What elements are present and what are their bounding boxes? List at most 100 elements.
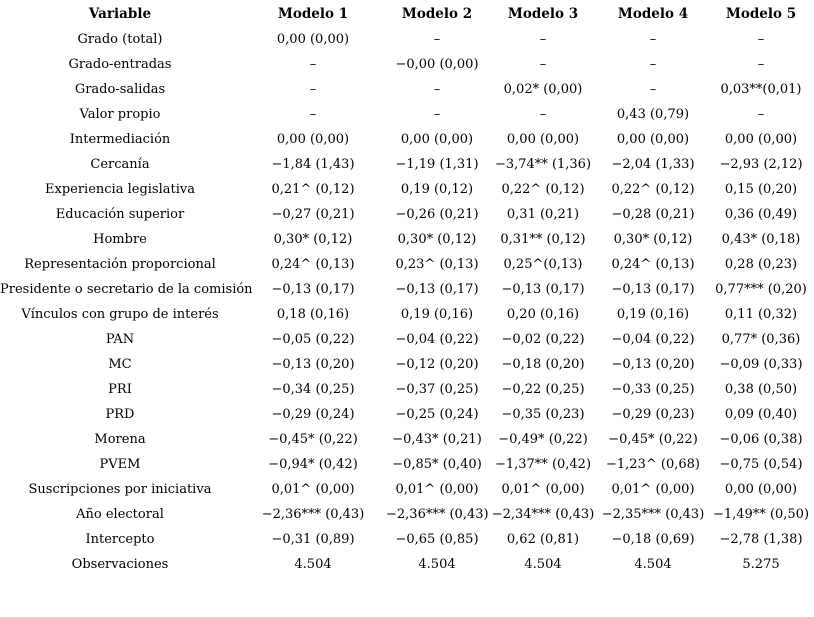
value-cell: 0,31 (0,21) [506, 207, 580, 222]
row-label: Vínculos con grupo de interés [21, 307, 219, 322]
value-cell: −0,34 (0,25) [271, 382, 355, 397]
value-cell: 4.504 [294, 557, 332, 572]
table-row: Observaciones 4.504 4.504 4.504 4.504 5.275 [0, 552, 814, 577]
value-cell: 0,15 (0,20) [724, 182, 798, 197]
value-cell: 0,19 (0,12) [400, 182, 474, 197]
table-row: PAN −0,05 (0,22) −0,04 (0,22) −0,02 (0,22) −… [0, 327, 814, 352]
table-row: PVEM −0,94* (0,42) −0,85* (0,40) −1,37** (0… [0, 452, 814, 477]
table-row: MC −0,13 (0,20) −0,12 (0,20) −0,18 (0,20) −0… [0, 352, 814, 377]
value-cell: −2,35*** (0,43) [601, 507, 705, 522]
model-column-header: Modelo 3 [507, 6, 579, 22]
table-row: Valor propio – – – 0,43 (0,79) – [0, 102, 814, 127]
table-row: Educación superior −0,27 (0,21) −0,26 (0,2… [0, 202, 814, 227]
value-cell: −0,13 (0,17) [395, 282, 479, 297]
header-row: Variable Modelo 1 Modelo 2 Modelo 3 Modelo 4… [0, 2, 814, 27]
table-row: Grado (total) 0,00 (0,00) – – – – [0, 27, 814, 52]
value-cell: −0,27 (0,21) [271, 207, 355, 222]
value-cell: −0,33 (0,25) [611, 382, 695, 397]
value-cell: 0,25^(0,13) [503, 257, 583, 272]
value-cell: −0,22 (0,25) [501, 382, 585, 397]
value-cell: −2,04 (1,33) [611, 157, 695, 172]
table-row: PRD −0,29 (0,24) −0,25 (0,24) −0,35 (0,23) −… [0, 402, 814, 427]
value-cell: −1,49** (0,50) [712, 507, 810, 522]
value-cell: −0,13 (0,17) [271, 282, 355, 297]
value-cell: 0,77* (0,36) [721, 332, 801, 347]
regression-table: Variable Modelo 1 Modelo 2 Modelo 3 Modelo 4… [0, 2, 814, 577]
row-label: Suscripciones por iniciativa [28, 482, 212, 497]
value-cell: −0,28 (0,21) [611, 207, 695, 222]
value-cell: −0,43* (0,21) [392, 432, 482, 447]
row-label: Grado-salidas [74, 82, 166, 97]
value-cell: 0,00 (0,00) [724, 132, 798, 147]
row-label: Grado-entradas [68, 57, 172, 72]
value-cell: −0,18 (0,69) [611, 532, 695, 547]
value-cell: −0,31 (0,89) [271, 532, 355, 547]
row-label: Intercepto [85, 532, 155, 547]
model-column-header: Modelo 2 [401, 6, 473, 22]
value-cell: 5.275 [742, 557, 780, 572]
value-cell: 0,22^ (0,12) [611, 182, 695, 197]
value-cell: – [309, 57, 317, 72]
table-row: Presidente o secretario de la comisión −0… [0, 277, 814, 302]
value-cell: −1,84 (1,43) [271, 157, 355, 172]
value-cell: −0,04 (0,22) [611, 332, 695, 347]
value-cell: 0,02* (0,00) [503, 82, 583, 97]
value-cell: −0,75 (0,54) [719, 457, 803, 472]
value-cell: 4.504 [418, 557, 456, 572]
value-cell: – [649, 82, 657, 97]
value-cell: 0,00 (0,00) [506, 132, 580, 147]
table-row: Cercanía −1,84 (1,43) −1,19 (1,31) −3,74** … [0, 152, 814, 177]
value-cell: −0,02 (0,22) [501, 332, 585, 347]
row-label: Representación proporcional [24, 257, 216, 272]
row-label: Educación superior [55, 207, 185, 222]
value-cell: −0,35 (0,23) [501, 407, 585, 422]
value-cell: −1,23^ (0,68) [606, 457, 700, 472]
row-label: MC [108, 357, 132, 372]
value-cell: −0,13 (0,20) [611, 357, 695, 372]
value-cell: 0,38 (0,50) [724, 382, 798, 397]
value-cell: – [757, 32, 765, 47]
row-label: PVEM [99, 457, 141, 472]
table-row: Intermediación 0,00 (0,00) 0,00 (0,00) 0,00… [0, 127, 814, 152]
value-cell: 0,30* (0,12) [397, 232, 477, 247]
row-label: Experiencia legislativa [45, 182, 195, 197]
value-cell: – [309, 82, 317, 97]
value-cell: 0,43* (0,18) [721, 232, 801, 247]
value-cell: −0,26 (0,21) [395, 207, 479, 222]
table-row: Año electoral −2,36*** (0,43) −2,36*** (0,… [0, 502, 814, 527]
value-cell: −0,45* (0,22) [268, 432, 358, 447]
value-cell: −0,85* (0,40) [392, 457, 482, 472]
value-cell: −1,19 (1,31) [395, 157, 479, 172]
value-cell: −0,12 (0,20) [395, 357, 479, 372]
value-cell: 0,31** (0,12) [500, 232, 586, 247]
row-label: Intermediación [69, 132, 171, 147]
value-cell: 0,24^ (0,13) [611, 257, 695, 272]
row-label: Grado (total) [77, 32, 163, 47]
table-row: Grado-entradas – −0,00 (0,00) – – – [0, 52, 814, 77]
value-cell: – [539, 57, 547, 72]
value-cell: 0,00 (0,00) [276, 132, 350, 147]
table-row: Morena −0,45* (0,22) −0,43* (0,21) −0,49* (… [0, 427, 814, 452]
table-row: Hombre 0,30* (0,12) 0,30* (0,12) 0,31** (0,… [0, 227, 814, 252]
value-cell: −0,25 (0,24) [395, 407, 479, 422]
value-cell: 0,62 (0,81) [506, 532, 580, 547]
value-cell: 0,21^ (0,12) [271, 182, 355, 197]
table-row: Vínculos con grupo de interés 0,18 (0,16)… [0, 302, 814, 327]
value-cell: 0,20 (0,16) [506, 307, 580, 322]
row-label: Hombre [93, 232, 147, 247]
value-cell: 0,24^ (0,13) [271, 257, 355, 272]
row-label: Morena [94, 432, 146, 447]
row-label: Cercanía [90, 157, 150, 172]
value-cell: 0,30* (0,12) [613, 232, 693, 247]
value-cell: 0,01^ (0,00) [501, 482, 585, 497]
value-cell: – [757, 107, 765, 122]
value-cell: 0,77*** (0,20) [715, 282, 807, 297]
model-column-header: Modelo 4 [617, 6, 689, 22]
value-cell: −2,36*** (0,43) [386, 507, 489, 522]
table-row: PRI −0,34 (0,25) −0,37 (0,25) −0,22 (0,25) −… [0, 377, 814, 402]
value-cell: 0,11 (0,32) [724, 307, 798, 322]
row-label: Presidente o secretario de la comisión [0, 282, 253, 297]
value-cell: 0,36 (0,49) [724, 207, 798, 222]
value-cell: −2,36*** (0,43) [261, 507, 365, 522]
value-cell: 0,00 (0,00) [400, 132, 474, 147]
